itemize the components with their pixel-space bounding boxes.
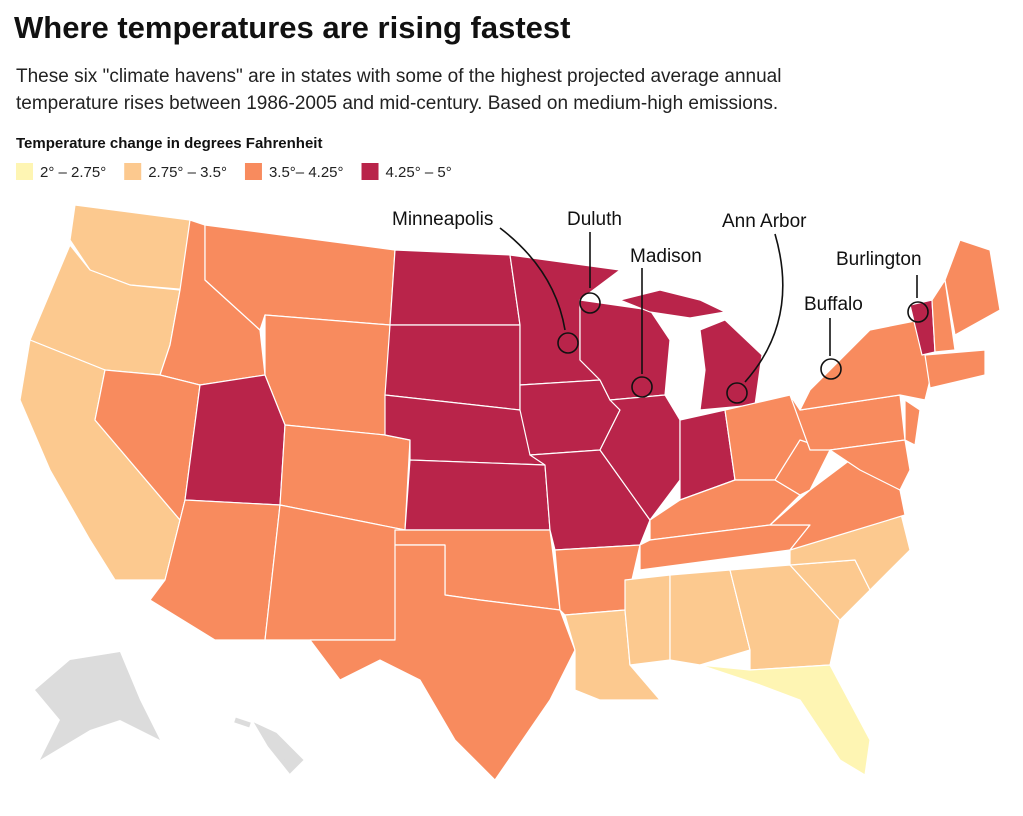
state bbox=[944, 239, 1001, 336]
states bbox=[19, 204, 1001, 781]
state bbox=[624, 574, 671, 666]
state bbox=[924, 349, 986, 389]
legend-swatch bbox=[244, 163, 262, 180]
state bbox=[184, 374, 286, 506]
lake bbox=[672, 330, 698, 410]
leader-line bbox=[744, 233, 784, 383]
state bbox=[769, 459, 906, 551]
alaska bbox=[35, 652, 160, 760]
state bbox=[799, 319, 931, 411]
leader-line bbox=[499, 227, 566, 331]
city-label: Minneapolis bbox=[392, 209, 493, 230]
state bbox=[774, 439, 831, 496]
city-marker bbox=[579, 292, 601, 314]
city-labels: Minneapolis Duluth Madison Ann Arbor Buf… bbox=[392, 209, 922, 315]
state bbox=[599, 394, 681, 521]
state bbox=[389, 249, 521, 326]
legend-label: 2° – 2.75° bbox=[40, 164, 106, 181]
state bbox=[931, 279, 956, 353]
legend-swatch bbox=[16, 163, 33, 180]
state bbox=[264, 504, 406, 641]
state bbox=[404, 459, 551, 531]
legend-label: 4.25° – 5° bbox=[386, 164, 452, 181]
legend: 2° – 2.75° 2.75° – 3.5° 3.5°– 4.25° 4.25° –… bbox=[16, 163, 452, 181]
city-marker bbox=[726, 382, 748, 404]
state bbox=[619, 289, 726, 319]
title: Where temperatures are rising fastest bbox=[14, 10, 571, 45]
state bbox=[264, 314, 391, 436]
state bbox=[279, 424, 411, 531]
city-marker bbox=[907, 301, 929, 323]
city-label: Ann Arbor bbox=[722, 211, 807, 232]
city-label: Madison bbox=[630, 246, 702, 267]
city-marker bbox=[820, 358, 842, 380]
state bbox=[699, 319, 763, 411]
city-marker bbox=[557, 332, 579, 354]
state bbox=[699, 664, 871, 776]
city-label: Buffalo bbox=[804, 294, 863, 315]
city-label: Duluth bbox=[567, 209, 622, 230]
state bbox=[649, 479, 801, 541]
subtitle: These six "climate havens" are in states… bbox=[16, 66, 781, 87]
city-marker bbox=[631, 376, 653, 398]
subtitle: temperature rises between 1986-2005 and … bbox=[16, 93, 778, 114]
hawaii bbox=[234, 717, 304, 774]
legend-swatch bbox=[124, 163, 142, 180]
legend-title: Temperature change in degrees Fahrenheit bbox=[16, 135, 322, 152]
annotations bbox=[499, 227, 929, 404]
state bbox=[829, 439, 911, 491]
legend-label: 2.75° – 3.5° bbox=[148, 164, 227, 181]
state bbox=[669, 569, 751, 666]
state bbox=[904, 399, 921, 446]
state bbox=[309, 544, 576, 781]
legend-label: 3.5°– 4.25° bbox=[269, 164, 344, 181]
legend-swatch bbox=[361, 163, 379, 180]
city-label: Burlington bbox=[836, 249, 922, 270]
